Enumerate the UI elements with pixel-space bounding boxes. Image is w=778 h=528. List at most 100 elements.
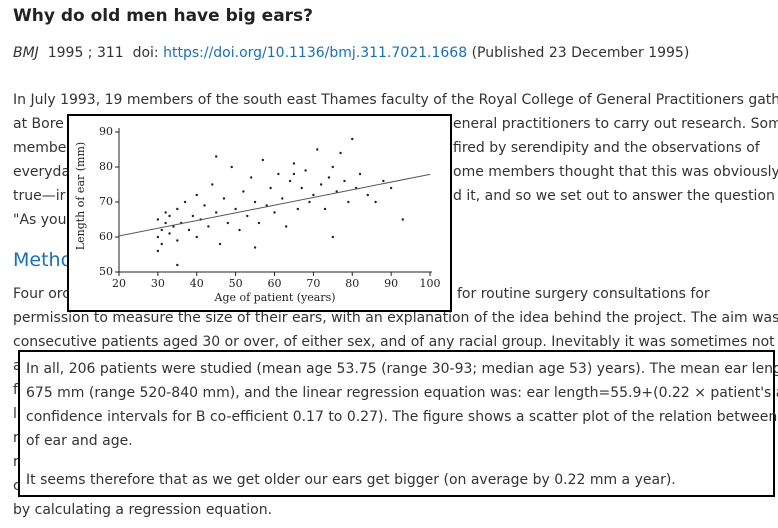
x-tick-label: 80 [345, 277, 359, 290]
data-point [246, 214, 249, 218]
data-point [176, 263, 179, 267]
data-point [343, 179, 346, 183]
data-point [284, 225, 288, 228]
data-point [211, 183, 214, 186]
data-point [218, 242, 222, 246]
text-line: r [13, 430, 19, 446]
data-point [292, 172, 296, 176]
x-tick-label: 20 [112, 277, 126, 290]
data-point [331, 165, 335, 169]
data-point [347, 200, 350, 204]
data-point [323, 207, 327, 211]
journal: BMJ [13, 45, 39, 61]
x-tick-label: 50 [229, 277, 243, 290]
article-title: Why do old men have big ears? [13, 6, 314, 26]
text-line: for routine surgery consultations for [457, 286, 710, 302]
callout-line: 675 mm (range 520-840 mm), and the linea… [26, 385, 778, 401]
data-point [214, 211, 218, 214]
callout-box: In all, 206 patients were studied (mean … [18, 350, 778, 497]
data-point [331, 235, 335, 239]
data-point [207, 225, 210, 228]
data-point [401, 218, 404, 221]
data-point [339, 151, 342, 155]
data-point [226, 221, 230, 225]
citation: BMJ 1995 ; 311 doi: https://doi.org/10.1… [13, 45, 689, 61]
text-line: In July 1993, 19 members of the south ea… [13, 92, 778, 108]
text-line: Four orc [13, 286, 70, 302]
data-point [253, 246, 257, 249]
data-point [156, 218, 160, 221]
data-point [257, 221, 261, 225]
figure-popup: Age of patient (years) Length of ear (mm… [67, 114, 452, 312]
x-tick-label: 60 [268, 277, 282, 290]
doi-link[interactable]: https://doi.org/10.1136/bmj.311.7021.166… [163, 45, 468, 61]
data-point [214, 155, 218, 158]
data-point [160, 242, 163, 246]
y-axis-title: Length of ear (mm) [74, 142, 87, 250]
text-line: by calculating a regression equation. [13, 502, 273, 518]
chart: Age of patient (years) Length of ear (mm… [74, 125, 441, 304]
callout-line: confidence intervals for B co-efficient … [26, 409, 778, 425]
callout-line: of ear and age. [26, 433, 133, 449]
data-point [160, 228, 163, 232]
data-point [351, 137, 354, 141]
data-point [335, 190, 338, 193]
text-line: at Bore I [13, 116, 73, 132]
x-tick-label: 40 [190, 277, 204, 290]
data-point [389, 186, 393, 190]
data-point [312, 193, 315, 197]
text-line: everyda [13, 164, 71, 180]
text-line: l [13, 406, 17, 422]
doi-label: doi: [132, 45, 159, 61]
y-tick-label: 70 [99, 195, 113, 208]
x-tick-label: 100 [420, 277, 441, 290]
data-point [230, 165, 233, 169]
data-point [156, 235, 160, 239]
data-point [176, 239, 179, 242]
text-line: r [13, 454, 19, 470]
data-point [191, 214, 195, 218]
x-tick-label: 30 [151, 277, 165, 290]
data-point [316, 148, 319, 151]
text-line: c [13, 478, 21, 494]
regression-line [118, 173, 431, 237]
data-point [296, 207, 300, 211]
published-date: (Published 23 December 1995) [471, 45, 690, 61]
text-line: true—ir [13, 188, 66, 204]
data-point [172, 225, 175, 228]
data-point [168, 232, 171, 235]
data-point [176, 207, 179, 211]
data-point [327, 176, 331, 179]
data-point [319, 183, 323, 186]
data-point [269, 186, 272, 190]
data-point [195, 235, 198, 239]
y-tick-label: 50 [99, 265, 113, 278]
data-point [281, 197, 284, 200]
text-line: consecutive patients aged 30 or over, of… [13, 334, 775, 350]
callout-line: In all, 206 patients were studied (mean … [26, 361, 778, 377]
data-point [382, 179, 385, 183]
data-point [277, 172, 280, 176]
data-point [374, 200, 377, 204]
data-point [187, 228, 191, 232]
x-tick-label: 70 [306, 277, 320, 290]
data-point [366, 193, 369, 197]
x-tick-label: 90 [384, 277, 398, 290]
volume: 1995 ; 311 [47, 45, 124, 61]
data-point [222, 197, 226, 200]
data-point [292, 162, 296, 165]
data-point [304, 169, 307, 172]
data-point [238, 228, 241, 232]
data-point [308, 200, 311, 204]
data-point [242, 190, 245, 193]
data-point [164, 211, 167, 214]
text-line: eneral practitioners to carry out resear… [453, 116, 778, 132]
text-line: permission to measure the size of their … [13, 310, 778, 326]
data-point [168, 214, 171, 218]
text-line: a [13, 357, 22, 375]
data-point [249, 176, 253, 179]
data-point [195, 193, 198, 197]
data-point [234, 207, 237, 211]
text-line: ome members thought that this was obviou… [453, 164, 778, 180]
